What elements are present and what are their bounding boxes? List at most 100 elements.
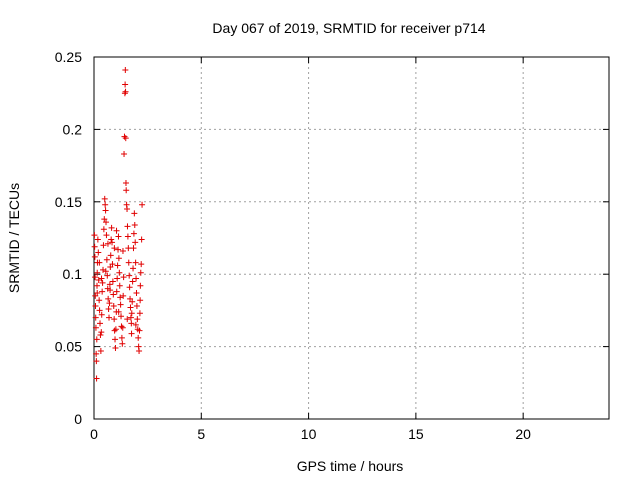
- data-point: [111, 245, 118, 252]
- axis-ticks: 0 5 10 15 20 0 0.05 0.1 0.15 0.2 0.25: [55, 49, 609, 442]
- data-point: [112, 326, 119, 333]
- data-point: [117, 301, 124, 308]
- data-point: [105, 295, 112, 302]
- data-point: [108, 236, 115, 243]
- data-point: [111, 316, 118, 323]
- data-point: [115, 246, 122, 253]
- data-points: [91, 67, 146, 382]
- data-point: [125, 245, 132, 252]
- grid-lines: [94, 57, 609, 419]
- data-point: [100, 266, 107, 273]
- data-point: [112, 336, 119, 343]
- data-point: [97, 332, 104, 339]
- data-point: [92, 303, 99, 310]
- data-point: [118, 334, 125, 341]
- data-point: [107, 287, 114, 294]
- y-tick-label: 0.15: [55, 194, 82, 210]
- x-tick-label: 10: [301, 426, 317, 442]
- data-point: [115, 255, 122, 262]
- data-point: [132, 239, 139, 246]
- data-point: [98, 275, 105, 282]
- data-point: [132, 321, 139, 328]
- x-tick-label: 15: [408, 426, 424, 442]
- data-point: [136, 310, 143, 317]
- data-point: [126, 284, 133, 291]
- x-tick-label: 20: [515, 426, 531, 442]
- data-point: [118, 323, 125, 330]
- data-point: [103, 232, 110, 239]
- x-axis-label: GPS time / hours: [297, 458, 404, 474]
- data-point: [93, 336, 100, 343]
- data-point: [104, 272, 111, 279]
- data-point: [124, 223, 131, 230]
- data-point: [124, 316, 131, 323]
- data-point: [108, 224, 115, 231]
- data-point: [93, 358, 100, 365]
- data-point: [124, 206, 131, 213]
- chart-title: Day 067 of 2019, SRMTID for receiver p71…: [212, 20, 485, 36]
- data-point: [133, 290, 140, 297]
- data-point: [91, 232, 98, 239]
- data-point: [133, 275, 140, 282]
- data-point: [98, 311, 105, 318]
- data-point: [121, 151, 128, 158]
- data-point: [121, 90, 128, 97]
- data-point: [139, 201, 146, 208]
- data-point: [114, 275, 121, 282]
- data-point: [109, 261, 116, 268]
- data-point: [100, 242, 107, 249]
- data-point: [138, 261, 145, 268]
- data-point: [93, 350, 100, 357]
- data-point: [94, 290, 101, 297]
- data-point: [129, 278, 136, 285]
- data-point: [137, 297, 144, 304]
- data-point: [91, 253, 98, 260]
- y-tick-label: 0.2: [63, 121, 83, 137]
- data-point: [97, 347, 104, 354]
- data-point: [111, 327, 118, 334]
- data-point: [94, 269, 101, 276]
- data-point: [126, 272, 133, 279]
- data-point: [122, 135, 129, 142]
- data-point: [121, 133, 128, 140]
- data-point: [113, 288, 120, 295]
- data-point: [105, 305, 112, 312]
- data-point: [122, 81, 129, 88]
- y-axis-label: SRMTID / TECUs: [6, 183, 22, 293]
- data-point: [92, 324, 99, 331]
- data-point: [118, 313, 125, 320]
- data-point: [125, 259, 132, 266]
- data-point: [106, 281, 113, 288]
- plot-area-frame: [93, 56, 610, 420]
- data-point: [131, 221, 138, 228]
- data-point: [127, 304, 134, 311]
- data-point: [112, 345, 119, 352]
- data-point: [124, 233, 131, 240]
- data-point: [115, 308, 122, 315]
- data-point: [120, 274, 127, 281]
- data-point: [128, 330, 135, 337]
- data-point: [106, 314, 113, 321]
- data-point: [131, 210, 138, 217]
- data-point: [96, 297, 103, 304]
- x-tick-label: 5: [197, 426, 205, 442]
- data-point: [107, 252, 114, 259]
- data-point: [102, 201, 109, 208]
- data-point: [110, 291, 117, 298]
- data-point: [136, 347, 143, 354]
- data-point: [114, 262, 121, 269]
- data-point: [106, 300, 113, 307]
- data-point: [103, 256, 110, 263]
- data-point: [122, 179, 129, 186]
- data-point: [116, 282, 123, 289]
- data-point: [117, 294, 124, 301]
- data-point: [129, 298, 136, 305]
- data-point: [119, 324, 126, 331]
- data-point: [109, 278, 116, 285]
- data-point: [110, 303, 117, 310]
- data-point: [116, 269, 123, 276]
- data-point: [102, 207, 109, 214]
- data-point: [134, 316, 141, 323]
- data-point: [123, 187, 130, 194]
